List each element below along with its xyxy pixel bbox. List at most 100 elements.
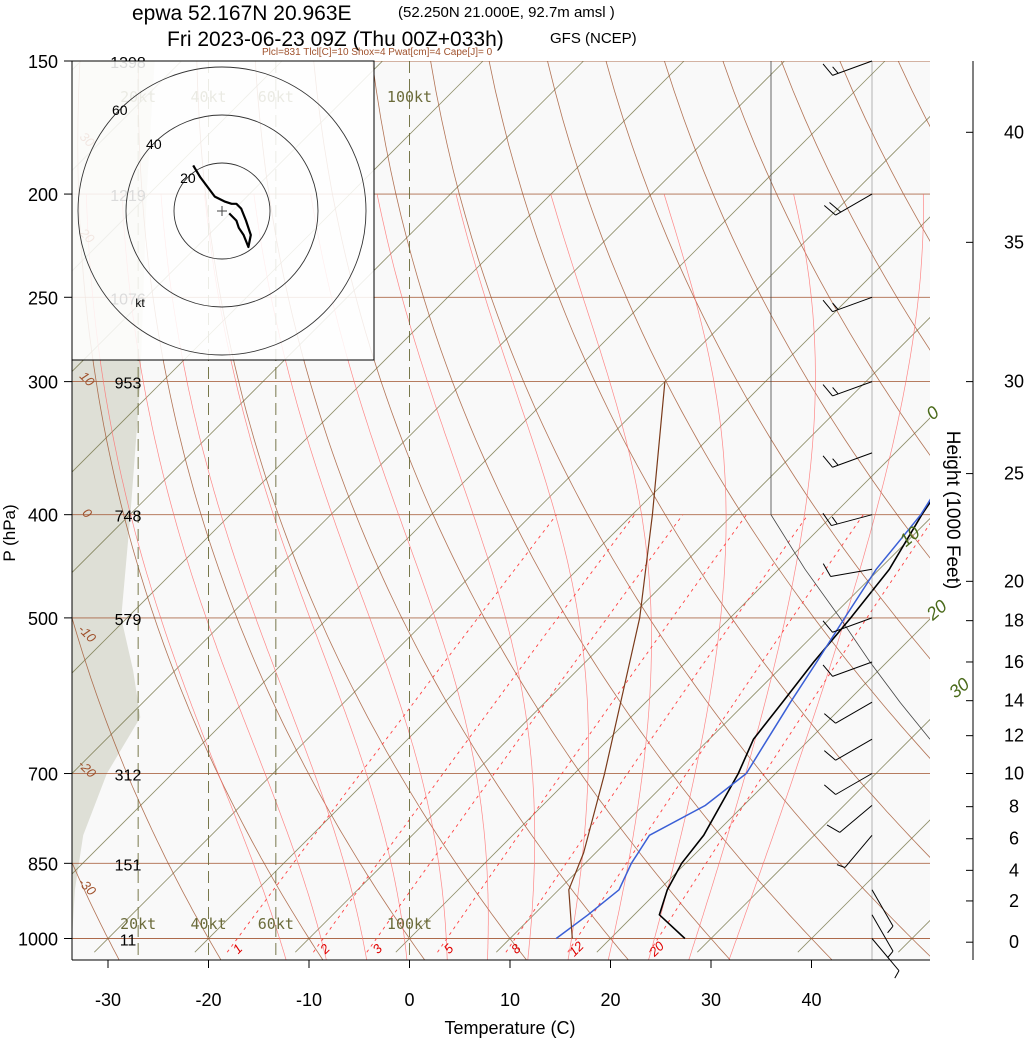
wind-barb: [836, 834, 873, 868]
series-dewpoint: [555, 498, 930, 940]
wind-barb-flag: [823, 750, 836, 761]
wind-speed-label-bottom: 100kt: [387, 915, 432, 933]
hodograph-ring: [77, 66, 367, 356]
wind-barb-half: [832, 66, 839, 74]
height-tick-label: 8: [1009, 797, 1019, 817]
isotherm-line: [72, 61, 886, 875]
height-tick-label: 25: [1004, 464, 1024, 484]
dry-adiabat: [664, 61, 930, 559]
height-tick-label: 12: [1004, 726, 1024, 746]
pressure-tick-label: 500: [28, 609, 58, 629]
height-meter-label: 953: [115, 376, 142, 393]
height-tick-label: 10: [1004, 764, 1024, 784]
wind-barb: [871, 889, 894, 934]
wind-speed-label-bottom: 60kt: [258, 915, 294, 933]
height-tick-label: 2: [1009, 891, 1019, 911]
mixing-ratio-line: [226, 514, 557, 953]
mixing-ratio-line: [437, 514, 747, 953]
x-tick-label: -20: [195, 990, 221, 1010]
wind-barb-shaft: [835, 773, 873, 795]
wind-barb-flag: [822, 513, 832, 526]
wind-barb-flag: [822, 299, 833, 312]
wind-barb-shaft: [830, 568, 873, 577]
pressure-tick-label: 250: [28, 288, 58, 308]
wind-barb: [823, 773, 873, 795]
height-tick-label: 14: [1004, 691, 1024, 711]
moist-adiabat: [550, 193, 652, 960]
stability-outline: [770, 61, 930, 740]
wind-barb-half: [836, 864, 846, 868]
dry-adiabat: [254, 61, 629, 960]
wind-barb: [823, 193, 873, 216]
wind-barb-shaft: [835, 701, 873, 724]
wind-barb-shaft: [835, 193, 873, 216]
wind-barb: [822, 617, 873, 633]
wind-barb: [871, 914, 894, 959]
wind-barb: [822, 452, 873, 468]
x-tick-label: 20: [600, 990, 620, 1010]
dry-adiabat: [605, 61, 930, 660]
height-tick-label: 20: [1004, 571, 1024, 591]
x-axis-title: Temperature (C): [444, 1018, 575, 1038]
height-meter-label: 579: [115, 612, 142, 629]
hodograph-ring-label: 40: [146, 136, 162, 152]
height-tick-label: 0: [1009, 932, 1019, 952]
x-tick-label: 0: [404, 990, 414, 1010]
wind-barb: [822, 60, 873, 76]
wind-barb-flag: [823, 713, 836, 724]
isotherm-line: [496, 517, 930, 953]
moist-adiabat: [310, 194, 489, 960]
isotherm-line: [395, 417, 930, 953]
wind-barb-flag: [829, 202, 842, 213]
sounding-series: [555, 381, 930, 940]
hodograph-rings: 20 40 60 kt: [77, 66, 367, 356]
wind-barb-shaft: [832, 296, 873, 313]
wind-barb-half: [832, 458, 839, 466]
isotherm-line: [94, 115, 930, 953]
x-tick-label: 30: [701, 990, 721, 1010]
wind-barb: [826, 805, 873, 833]
mixing-ratio-line: [313, 514, 635, 953]
wind-barb-shaft: [871, 938, 900, 971]
wind-barb-shaft: [832, 381, 873, 397]
wind-barb-shaft: [831, 514, 873, 527]
dry-adiabat: [196, 61, 528, 960]
moist-adiabat: [688, 194, 816, 960]
hodograph-kt-label: kt: [135, 296, 145, 310]
moist-adiabat: [86, 194, 287, 960]
axes: [64, 60, 974, 968]
x-tick-label: 40: [801, 990, 821, 1010]
height-meter-label: 11: [120, 933, 137, 950]
hodograph: 20 40 60 kt: [71, 60, 375, 361]
wind-barb-flag: [822, 63, 833, 76]
height-tick-label: 30: [1004, 372, 1024, 392]
wind-barb-half: [832, 387, 839, 395]
hodograph-ring: [173, 162, 271, 260]
dry-adiabat: [547, 61, 930, 759]
wind-barb: [822, 563, 873, 577]
moist-adiabat: [160, 194, 368, 960]
wind-barb-flag: [823, 205, 836, 216]
x-tick-label: -30: [95, 990, 121, 1010]
chart-title-grid: (52.250N 21.000E, 92.7m amsl ): [398, 4, 615, 21]
chart-title-model: GFS (NCEP): [550, 30, 637, 47]
dry-adiabat: [72, 861, 120, 960]
dry-adiabat: [488, 61, 930, 858]
wind-barb-shaft: [832, 661, 873, 677]
wind-barb-flag: [822, 664, 833, 677]
wind-barb-flag: [823, 784, 836, 795]
thermo-grid: [72, 61, 930, 960]
height-axis-title: Height (1000 Feet): [942, 431, 963, 589]
height-tick-label: 40: [1004, 122, 1024, 142]
wind-barb-shaft: [835, 738, 873, 761]
x-tick-label: 10: [500, 990, 520, 1010]
dry-adiabat: [77, 61, 324, 960]
wind-barb-flag: [822, 384, 833, 397]
pressure-tick-label: 700: [28, 765, 58, 785]
wind-speed-label-top: 100kt: [387, 88, 432, 106]
chart-title-valid: Fri 2023-06-23 09Z (Thu 00Z+033h): [167, 28, 504, 51]
hodograph-ring-label: 20: [180, 170, 196, 186]
wind-barb-flag: [822, 455, 833, 468]
pressure-tick-label: 150: [28, 52, 58, 72]
